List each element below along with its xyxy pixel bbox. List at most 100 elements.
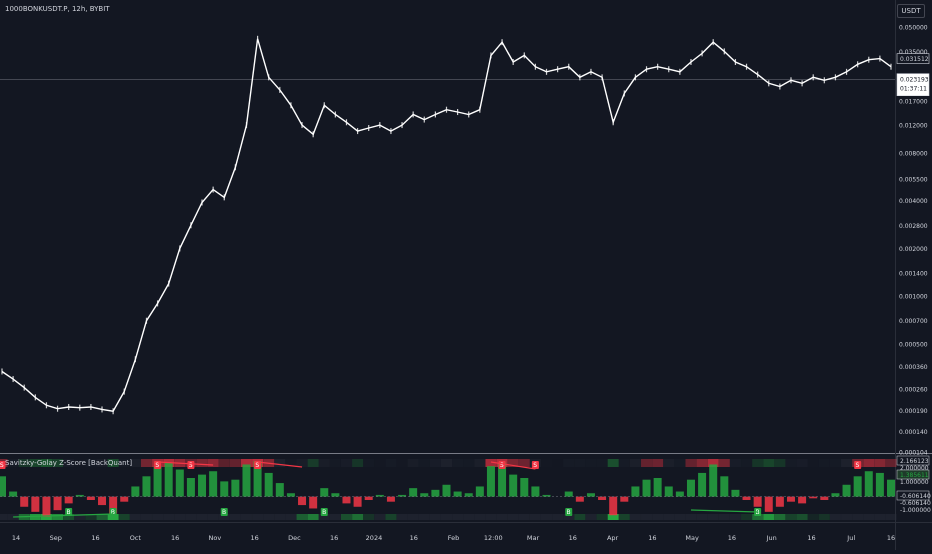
indicator-bar — [598, 496, 607, 500]
heat-cell — [374, 459, 385, 467]
crosshair-price-box — [896, 73, 930, 97]
indicator-bar — [375, 494, 384, 497]
heat-cell — [663, 514, 675, 520]
time-tick-label: Jun — [766, 534, 777, 542]
heat-cell — [340, 459, 352, 467]
heat-cell — [474, 514, 486, 520]
time-tick-label: Feb — [448, 534, 460, 542]
time-tick-label: Dec — [288, 534, 301, 542]
heat-cell — [340, 514, 352, 520]
heat-cell — [529, 514, 541, 520]
indicator-tick-label: -0.606140 — [900, 500, 931, 507]
indicator-bar — [253, 461, 262, 497]
heat-cell — [118, 514, 130, 520]
indicator-bar — [286, 493, 295, 497]
time-tick-label: 16 — [887, 534, 895, 542]
heat-cell — [674, 514, 686, 520]
signal-marker-box — [154, 461, 162, 469]
heat-cell — [596, 459, 608, 467]
time-tick-label: 16 — [569, 534, 577, 542]
heat-cell — [140, 459, 152, 467]
divergence-line — [13, 513, 114, 518]
signal-marker-label: S — [500, 462, 504, 469]
price-tick-label: 0.000140 — [899, 429, 928, 436]
indicator-bar — [64, 496, 73, 504]
signal-marker-label: B — [222, 509, 226, 516]
heat-cell — [563, 514, 575, 520]
heat-cell — [385, 514, 397, 520]
indicator-bar — [331, 493, 340, 497]
heat-cell — [63, 514, 75, 520]
heat-cell — [107, 514, 119, 520]
indicator-bar — [686, 479, 695, 497]
heat-cell — [629, 459, 641, 467]
indicator-bar — [186, 478, 195, 497]
heat-cell — [718, 514, 730, 520]
heat-cell — [696, 514, 708, 520]
indicator-title[interactable]: Savitzky-Golay Z-Score [BackQuant] — [5, 459, 133, 467]
heat-cell — [607, 514, 619, 520]
heat-cell — [407, 514, 419, 520]
heat-cell — [29, 514, 41, 520]
price-tick-label: 0.002000 — [899, 246, 928, 253]
indicator-bar — [720, 476, 729, 497]
last-price-box — [896, 53, 930, 64]
signal-marker-label: B — [567, 509, 571, 516]
heat-cell — [263, 514, 275, 520]
heat-cell — [863, 459, 875, 467]
heat-cell — [796, 459, 808, 467]
heat-cell — [63, 459, 75, 467]
heat-cell — [474, 459, 486, 467]
heat-cell — [485, 514, 497, 520]
indicator-bar — [875, 472, 884, 497]
signal-marker-label: B — [66, 509, 70, 516]
indicator-bar — [420, 493, 429, 497]
indicator-bar — [498, 462, 507, 497]
price-tick-label: 0.000190 — [899, 408, 928, 415]
indicator-bar — [431, 489, 440, 497]
indicator-tick-label: -0.606140 — [900, 493, 931, 500]
currency-button[interactable]: USDT — [897, 4, 925, 18]
heat-cell — [741, 514, 753, 520]
crosshair-price-label: 0.023193 — [900, 77, 929, 84]
heat-cell — [352, 459, 364, 467]
indicator-bar — [0, 476, 6, 497]
heat-cell — [352, 514, 364, 520]
time-tick-label: 16 — [807, 534, 815, 542]
heat-cell — [874, 459, 886, 467]
signal-marker-label: S — [189, 462, 193, 469]
heat-cell — [652, 514, 664, 520]
heat-cell — [507, 459, 519, 467]
price-tick-label: 0.000104 — [899, 450, 928, 457]
heat-cell — [397, 459, 408, 467]
indicator-bar — [475, 486, 484, 497]
indicator-bar — [764, 496, 773, 512]
heat-cell — [863, 514, 875, 520]
heat-cell — [718, 459, 730, 467]
indicator-bar — [853, 476, 862, 497]
heat-cell — [808, 459, 819, 467]
indicator-bar — [464, 493, 473, 497]
heat-cell — [763, 514, 775, 520]
heat-cell — [541, 514, 553, 520]
indicator-heat-top — [0, 459, 897, 467]
heat-cell — [441, 459, 452, 467]
heat-cell — [240, 459, 252, 467]
signal-marker-label: S — [855, 462, 859, 469]
heat-cell — [129, 514, 141, 520]
heat-cell — [541, 459, 552, 467]
heat-cell — [674, 459, 686, 467]
heat-cell — [40, 514, 52, 520]
indicator-bar — [509, 474, 518, 497]
heat-cell — [752, 459, 764, 467]
heat-cell — [818, 514, 830, 520]
heat-cell — [52, 514, 64, 520]
indicator-bar — [709, 464, 718, 497]
indicator-bar — [120, 496, 129, 502]
heat-cell — [452, 514, 464, 520]
indicator-bar — [264, 472, 273, 497]
heat-cell — [774, 514, 786, 520]
symbol-title[interactable]: 1000BONKUSDT.P, 12h, BYBIT — [5, 5, 110, 13]
